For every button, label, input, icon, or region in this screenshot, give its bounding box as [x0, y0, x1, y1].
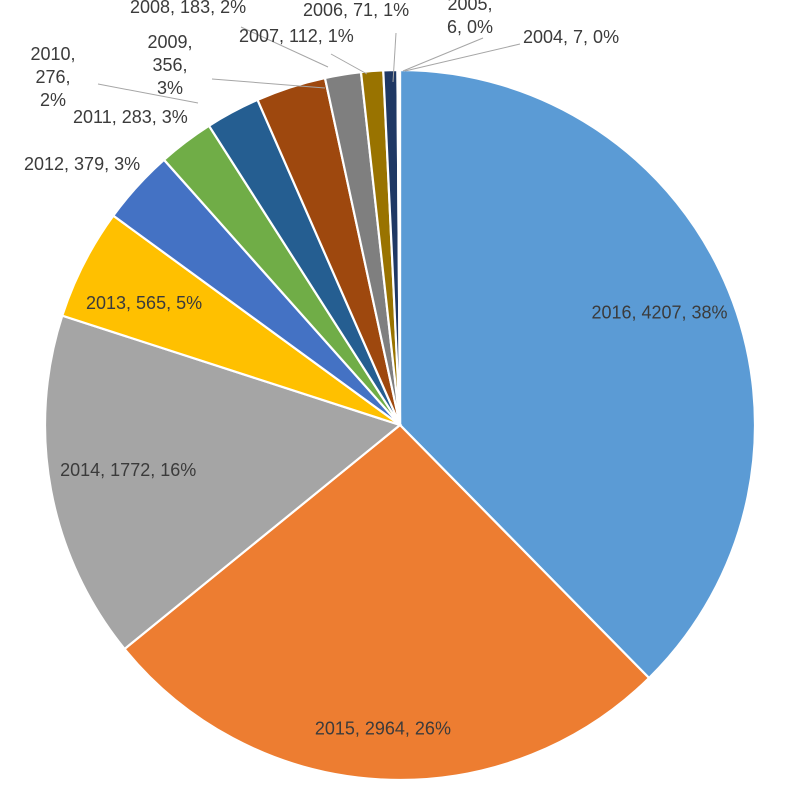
svg-text:2010,: 2010,	[30, 44, 75, 64]
svg-text:2%: 2%	[40, 90, 66, 110]
svg-text:356,: 356,	[152, 55, 187, 75]
svg-text:2014, 1772, 16%: 2014, 1772, 16%	[60, 460, 196, 480]
svg-text:2008, 183, 2%: 2008, 183, 2%	[130, 0, 246, 17]
svg-text:2007, 112, 1%: 2007, 112, 1%	[239, 26, 354, 46]
svg-text:2006, 71, 1%: 2006, 71, 1%	[303, 0, 409, 20]
svg-text:2015, 2964, 26%: 2015, 2964, 26%	[315, 718, 451, 738]
svg-text:2011, 283, 3%: 2011, 283, 3%	[73, 107, 188, 127]
svg-text:2012, 379, 3%: 2012, 379, 3%	[24, 154, 140, 174]
svg-text:2016, 4207, 38%: 2016, 4207, 38%	[591, 303, 727, 323]
svg-text:6, 0%: 6, 0%	[447, 17, 493, 37]
svg-text:2013, 565, 5%: 2013, 565, 5%	[86, 293, 202, 313]
svg-text:276,: 276,	[35, 67, 70, 87]
svg-text:3%: 3%	[157, 78, 183, 98]
svg-text:2004, 7, 0%: 2004, 7, 0%	[523, 27, 619, 47]
svg-text:2009,: 2009,	[147, 32, 192, 52]
svg-text:2005,: 2005,	[447, 0, 492, 14]
